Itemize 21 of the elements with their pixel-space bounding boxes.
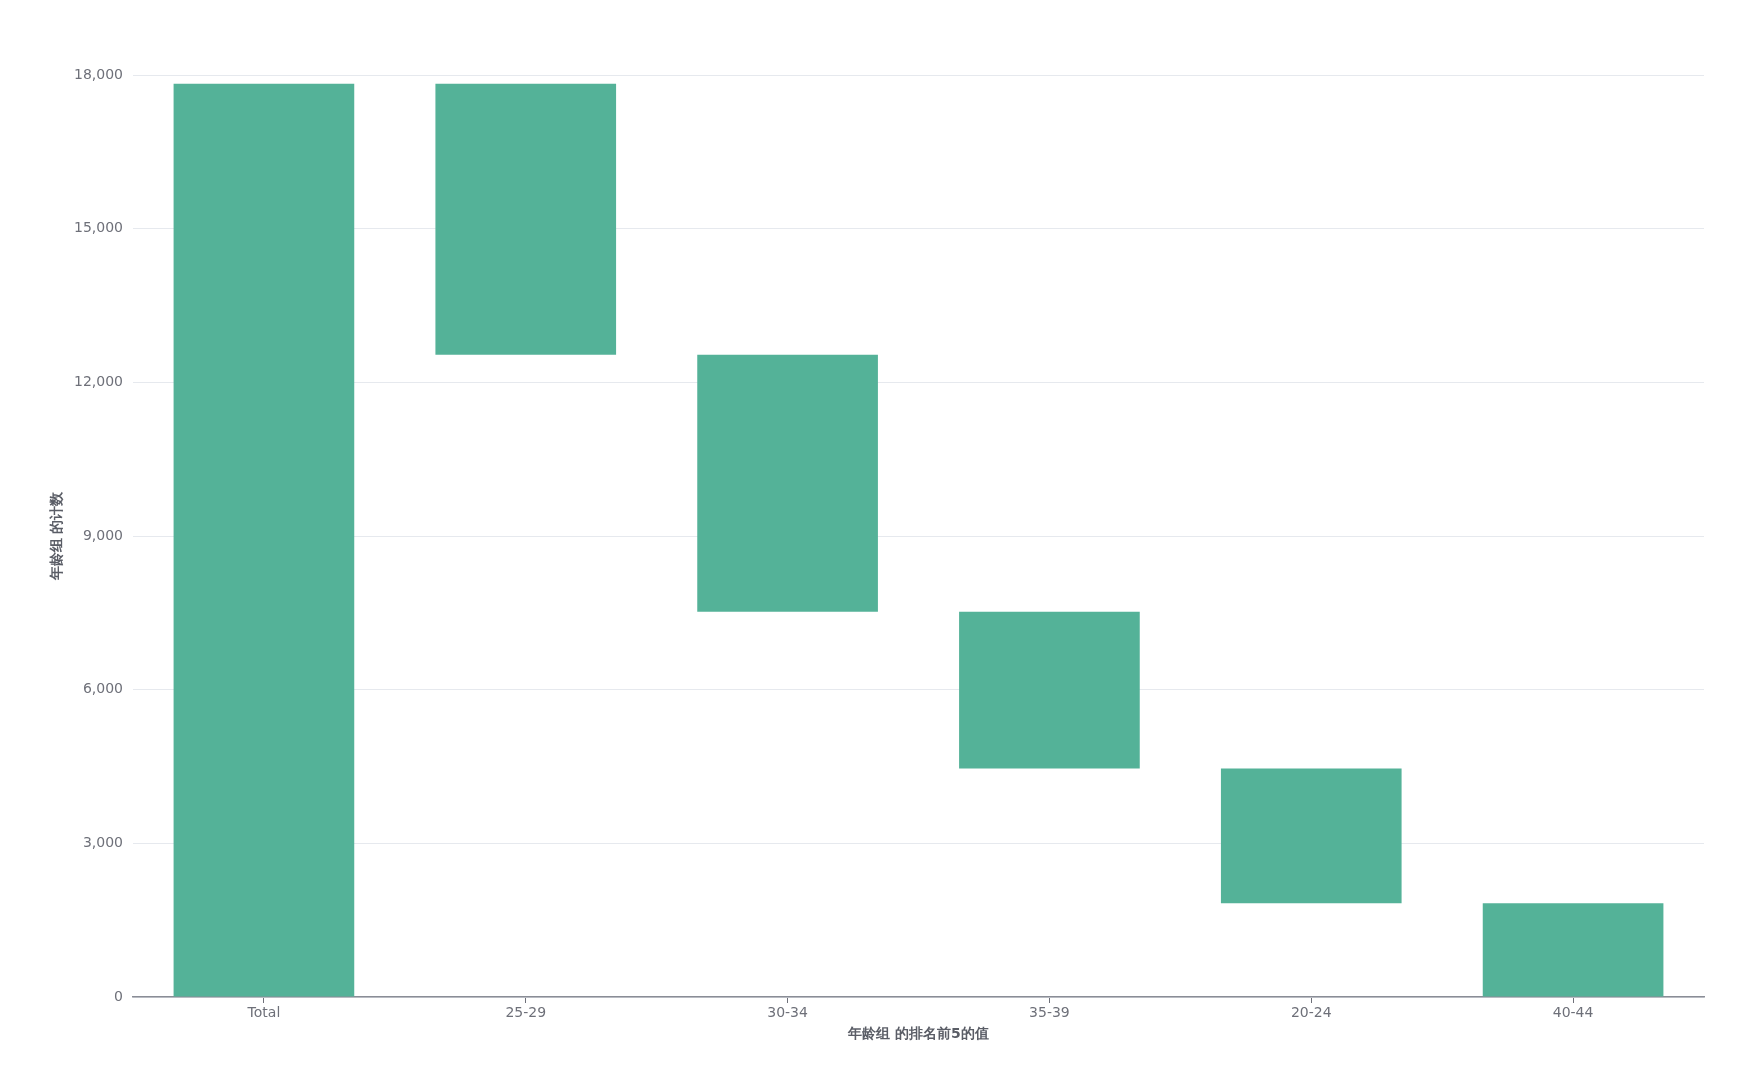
x-tick-label: 35-39 [1029, 1004, 1070, 1021]
bar [959, 611, 1140, 769]
y-tick-label: 0 [114, 987, 123, 1004]
x-tick-label: 20-24 [1290, 1004, 1332, 1021]
y-tick-label: 6,000 [82, 680, 123, 697]
x-axis-title: 年龄组 的排名前5的值 [847, 1025, 989, 1042]
bar [173, 83, 355, 997]
bar [1220, 768, 1402, 904]
bar [435, 83, 617, 355]
y-tick-label: 18,000 [74, 65, 123, 82]
y-tick-label: 9,000 [82, 526, 123, 543]
x-tick-label: Total [246, 1004, 281, 1021]
y-tick-label: 3,000 [82, 833, 123, 850]
y-tick-label: 12,000 [74, 372, 123, 389]
x-tick-label: 30-34 [767, 1004, 809, 1021]
x-tick-label: 25-29 [505, 1004, 547, 1021]
y-tick-label: 15,000 [74, 219, 123, 236]
x-tick-label: 40-44 [1552, 1004, 1594, 1021]
bar [1482, 903, 1664, 997]
bar [697, 354, 878, 612]
y-axis-title: 年龄组 的计数 [48, 490, 65, 582]
